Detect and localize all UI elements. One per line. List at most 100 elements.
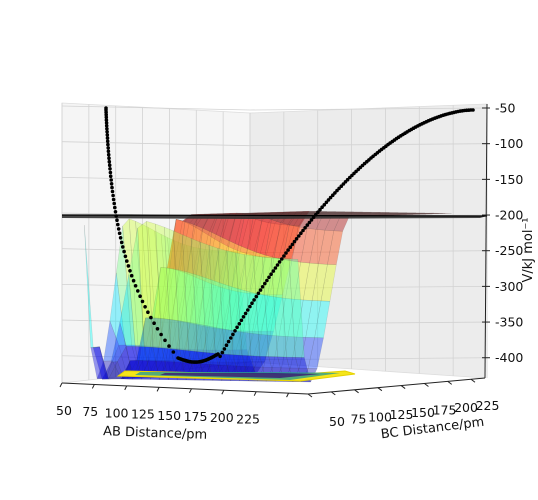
trajectory-point [113,210,118,214]
surface-facet [142,317,159,361]
surface-facet [205,249,222,351]
surface-facet [122,218,139,346]
grid-line [249,357,488,361]
surface-facet [206,328,223,363]
surface-facet [170,270,187,322]
surface-facet [245,333,262,368]
surface-facet [243,255,260,294]
trajectory-point [114,214,118,218]
trajectory-point [118,236,123,240]
y-tick-mark [377,387,383,392]
trajectory-point [108,174,113,178]
surface-facet [239,216,256,254]
surface-facet [263,335,280,368]
surface-facet [273,222,290,260]
surface-facet [266,294,283,332]
z-tick-label: -150 [495,172,523,187]
surface-facet [218,245,234,289]
trajectory-point [116,222,120,227]
trajectory-point [243,311,248,316]
surface-facet [281,336,298,369]
grid-line [249,143,488,147]
surface-facet [198,277,215,327]
trajectory-point [322,203,327,207]
surface-facet [309,229,326,264]
surface-facet [128,228,145,347]
surface-facet [201,325,217,365]
trajectory-point [105,133,110,137]
trajectory-point [318,207,322,212]
surface-facet [174,320,191,363]
surface-facet [285,260,301,300]
surface-facet [250,256,267,295]
y-tick-label: 200 [454,400,478,415]
surface-facet [271,224,288,259]
y-tick-mark [424,383,429,387]
trajectory-point [260,285,265,289]
surface-facet [109,272,126,346]
trajectory-point [235,325,239,330]
surface-facet [227,212,243,250]
trajectory-point [163,338,167,343]
surface-facet [225,286,242,332]
surface-facet [137,345,154,379]
surface-facet [173,240,190,350]
surface-facet [205,238,222,285]
trajectory-point [239,318,244,323]
trajectory-point [333,191,337,195]
surface-facet [245,331,262,363]
x-tick-label: 225 [236,411,260,426]
surface-facet [320,264,337,302]
x-axis-label: AB Distance/pm [103,424,208,443]
trajectory-point [271,269,276,273]
trajectory-point [256,291,261,296]
surface-facet [287,299,304,338]
surface-facet [165,319,182,363]
surface-facet [84,225,100,348]
surface-facet [190,238,207,353]
surface-facet [214,236,230,285]
surface-facet [246,218,263,256]
trajectory-point [155,327,160,331]
z-tick-label: -50 [495,101,515,116]
surface-facet [148,227,164,348]
trajectory-point [108,170,113,175]
trajectory-point [110,185,114,190]
surface-facet [256,215,272,256]
trajectory-point [112,201,116,206]
surface-facet [208,244,225,355]
surface-facet [276,259,293,299]
trajectory-point [246,308,250,312]
trajectory-point [280,257,284,261]
surface-facet [253,255,269,357]
surface-facet [201,213,218,236]
y-tick-label: 225 [476,398,500,413]
surface-facet [103,320,119,362]
trajectory-point [106,142,110,147]
x-axis-line [61,382,309,395]
trajectory-point [107,159,112,164]
grid-line [61,141,251,147]
trajectory-point [248,304,252,309]
surface-facet [151,267,168,319]
surface-facet [173,220,190,272]
trajectory-point [345,177,350,182]
z-tick-label: -400 [495,350,523,365]
trajectory-point [303,226,307,230]
surface-facet [179,223,196,274]
surface-facet [114,360,131,380]
surface-facet [166,218,183,270]
y-tick-mark [354,389,359,394]
trajectory-point [309,218,314,222]
trajectory-point [237,322,242,326]
surface-facet [131,344,148,379]
surface-facet [215,288,232,330]
surface-facet [164,226,180,350]
surface-facet [172,269,188,322]
surface-facet [269,258,286,295]
surface-facet [226,330,242,363]
surface-facet [174,321,191,362]
surface [84,211,452,383]
trajectory-point [123,254,128,259]
